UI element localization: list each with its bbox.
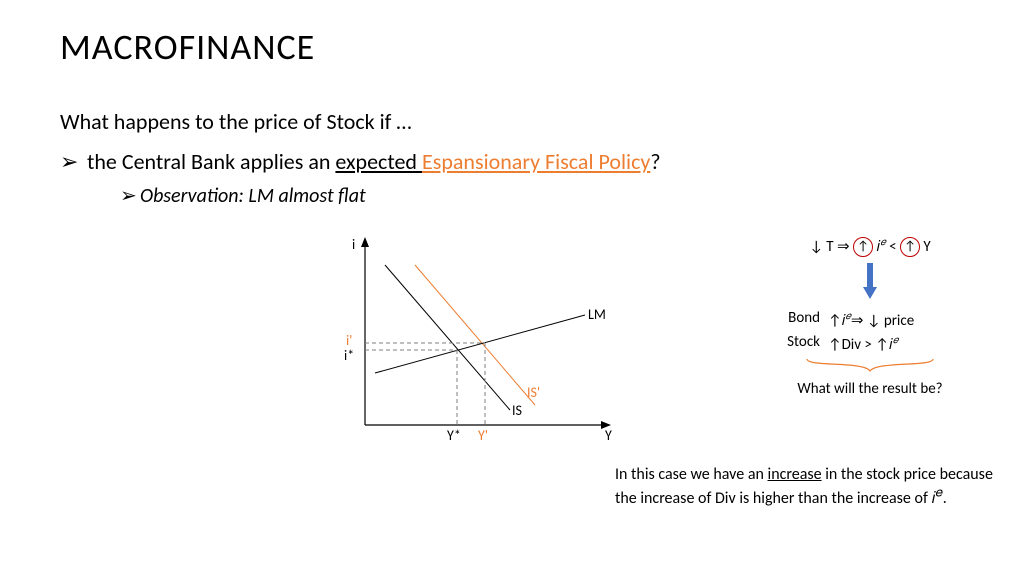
slide: { "title": "MACROFINANCE", "subtitle": "… — [0, 0, 1024, 576]
bond-label: Bond — [765, 309, 820, 330]
is-prime-label: IS' — [527, 384, 540, 401]
logic-top-mid: 𝑖𝑒 < — [876, 238, 900, 256]
circled-arrow-1: ↑ — [853, 237, 873, 257]
bullet-glyph: ➢ — [60, 148, 82, 175]
is-label: IS — [512, 402, 522, 419]
bond-row: Bond ↑𝑖𝑒⇒ ↓ price — [765, 309, 975, 330]
logic-top-pre: ↓ T ⇒ — [809, 238, 853, 256]
bond-value: ↑𝑖𝑒⇒ ↓ price — [828, 309, 975, 330]
down-arrow-icon — [863, 263, 877, 299]
observation-text: Observation: LM almost flat — [140, 184, 366, 208]
policy-link[interactable]: Espansionary Fiscal Policy — [422, 148, 650, 175]
bullet-main: ➢ the Central Bank applies an expected E… — [60, 148, 661, 175]
bullet-glyph-2: ➢ — [120, 183, 140, 208]
brace — [740, 357, 1000, 378]
logic-top-row: ↓ T ⇒ ↑ 𝑖𝑒 < ↑ Y — [740, 235, 1000, 257]
bullet-observation: ➢Observation: LM almost flat — [120, 183, 366, 208]
circled-arrow-2: ↑ — [900, 237, 920, 257]
bullet-main-pre: the Central Bank applies an — [87, 148, 335, 175]
y-axis-label: i — [352, 236, 355, 253]
logic-block: ↓ T ⇒ ↑ 𝑖𝑒 < ↑ Y Bond ↑𝑖𝑒⇒ ↓ price Stock… — [740, 235, 1000, 398]
stock-label: Stock — [765, 333, 820, 354]
y-axis-arrow — [361, 237, 369, 247]
islm-chart: i Y IS IS' LM i' i* Y* Y' — [330, 235, 620, 455]
chart-axes: i Y — [352, 236, 612, 444]
x-axis-label: Y — [605, 427, 612, 444]
logic-top-post: Y — [923, 238, 930, 256]
explain-pre: In this case we have an — [615, 465, 768, 484]
i-star-label: i* — [344, 347, 354, 364]
lm-curve — [375, 315, 585, 373]
result-question: What will the result be? — [740, 380, 1000, 398]
y-prime-label: Y' — [478, 427, 488, 444]
is-prime-curve — [415, 265, 535, 405]
bullet-main-underlined: expected — [335, 148, 422, 175]
y-star-label: Y* — [447, 427, 461, 444]
explanation: In this case we have an increase in the … — [615, 465, 1015, 509]
slide-subtitle: What happens to the price of Stock if … — [60, 108, 412, 135]
is-curve — [385, 265, 510, 410]
bullet-main-post: ? — [650, 148, 660, 175]
explain-underline: increase — [768, 465, 822, 484]
lm-label: LM — [588, 306, 606, 323]
slide-title: MACROFINANCE — [60, 25, 315, 69]
stock-value: ↑Div > ↑𝑖𝑒 — [828, 333, 975, 354]
stock-row: Stock ↑Div > ↑𝑖𝑒 — [765, 333, 975, 354]
